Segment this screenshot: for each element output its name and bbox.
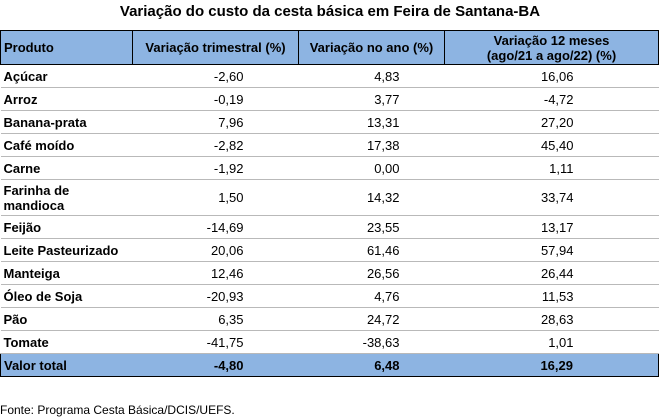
cell-doze-meses: -4,72 — [444, 87, 659, 111]
cell-trimestral: 20,06 — [132, 238, 299, 262]
cell-doze-meses: 26,44 — [444, 261, 659, 285]
total-doze-meses: 16,29 — [444, 353, 659, 377]
cell-trimestral: 12,46 — [132, 261, 299, 285]
cell-ano: 4,83 — [298, 64, 445, 88]
column-header-trimestral: Variação trimestral (%) — [132, 30, 299, 65]
total-trimestral: -4,80 — [132, 353, 299, 377]
cell-doze-meses: 11,53 — [444, 284, 659, 308]
table-row: Banana-prata 7,96 13,31 27,20 — [0, 110, 659, 134]
cell-produto: Leite Pasteurizado — [0, 238, 133, 262]
table-row: Leite Pasteurizado 20,06 61,46 57,94 — [0, 238, 659, 262]
cell-ano: 4,76 — [298, 284, 445, 308]
cell-produto: Feijão — [0, 215, 133, 239]
cell-doze-meses: 27,20 — [444, 110, 659, 134]
cell-produto: Pão — [0, 307, 133, 331]
cell-ano: 61,46 — [298, 238, 445, 262]
cell-produto: Café moído — [0, 133, 133, 157]
cell-produto: Açúcar — [0, 64, 133, 88]
cell-ano: -38,63 — [298, 330, 445, 354]
cell-ano: 24,72 — [298, 307, 445, 331]
cell-doze-meses: 45,40 — [444, 133, 659, 157]
cell-ano: 23,55 — [298, 215, 445, 239]
cell-ano: 26,56 — [298, 261, 445, 285]
table-row: Farinha de mandioca 1,50 14,32 33,74 — [0, 179, 659, 216]
cell-doze-meses: 33,74 — [444, 179, 659, 216]
table-row: Tomate -41,75 -38,63 1,01 — [0, 330, 659, 354]
table-row: Pão 6,35 24,72 28,63 — [0, 307, 659, 331]
column-header-ano: Variação no ano (%) — [298, 30, 445, 65]
price-variation-table: Produto Variação trimestral (%) Variação… — [0, 30, 659, 377]
cell-produto: Banana-prata — [0, 110, 133, 134]
cell-ano: 13,31 — [298, 110, 445, 134]
total-row: Valor total -4,80 6,48 16,29 — [0, 353, 659, 377]
cell-trimestral: -14,69 — [132, 215, 299, 239]
column-header-produto: Produto — [0, 30, 133, 65]
cell-produto: Arroz — [0, 87, 133, 111]
cell-trimestral: -20,93 — [132, 284, 299, 308]
column-header-doze-meses-line1: Variação 12 meses — [493, 32, 610, 48]
table-title: Variação do custo da cesta básica em Fei… — [119, 3, 541, 20]
table-row: Manteiga 12,46 26,56 26,44 — [0, 261, 659, 285]
cell-produto: Manteiga — [0, 261, 133, 285]
source-note: Fonte: Programa Cesta Básica/DCIS/UEFS. — [0, 403, 235, 417]
cell-trimestral: -1,92 — [132, 156, 299, 180]
cell-doze-meses: 57,94 — [444, 238, 659, 262]
table-row: Óleo de Soja -20,93 4,76 11,53 — [0, 284, 659, 308]
cell-trimestral: 1,50 — [132, 179, 299, 216]
cell-produto: Farinha de mandioca — [0, 179, 133, 216]
cell-trimestral: 6,35 — [132, 307, 299, 331]
table-row: Arroz -0,19 3,77 -4,72 — [0, 87, 659, 111]
column-header-doze-meses-line2: (ago/21 a ago/22) (%) — [486, 47, 617, 63]
cell-doze-meses: 1,01 — [444, 330, 659, 354]
header-row: Produto Variação trimestral (%) Variação… — [0, 30, 659, 65]
table-row: Carne -1,92 0,00 1,11 — [0, 156, 659, 180]
cell-trimestral: -2,60 — [132, 64, 299, 88]
table-row: Feijão -14,69 23,55 13,17 — [0, 215, 659, 239]
cell-produto: Carne — [0, 156, 133, 180]
cell-doze-meses: 16,06 — [444, 64, 659, 88]
cell-doze-meses: 28,63 — [444, 307, 659, 331]
total-label: Valor total — [0, 353, 133, 377]
cell-trimestral: -2,82 — [132, 133, 299, 157]
cell-doze-meses: 13,17 — [444, 215, 659, 239]
cell-ano: 3,77 — [298, 87, 445, 111]
cell-trimestral: 7,96 — [132, 110, 299, 134]
column-header-doze-meses: Variação 12 meses (ago/21 a ago/22) (%) — [444, 30, 659, 65]
cell-ano: 14,32 — [298, 179, 445, 216]
cell-trimestral: -0,19 — [132, 87, 299, 111]
table-row: Açúcar -2,60 4,83 16,06 — [0, 64, 659, 88]
cell-trimestral: -41,75 — [132, 330, 299, 354]
cell-produto: Tomate — [0, 330, 133, 354]
total-ano: 6,48 — [298, 353, 445, 377]
cell-doze-meses: 1,11 — [444, 156, 659, 180]
cell-ano: 0,00 — [298, 156, 445, 180]
cell-ano: 17,38 — [298, 133, 445, 157]
table-row: Café moído -2,82 17,38 45,40 — [0, 133, 659, 157]
table-body: Açúcar -2,60 4,83 16,06 Arroz -0,19 3,77 -4,72 B… — [0, 64, 659, 354]
cell-produto: Óleo de Soja — [0, 284, 133, 308]
